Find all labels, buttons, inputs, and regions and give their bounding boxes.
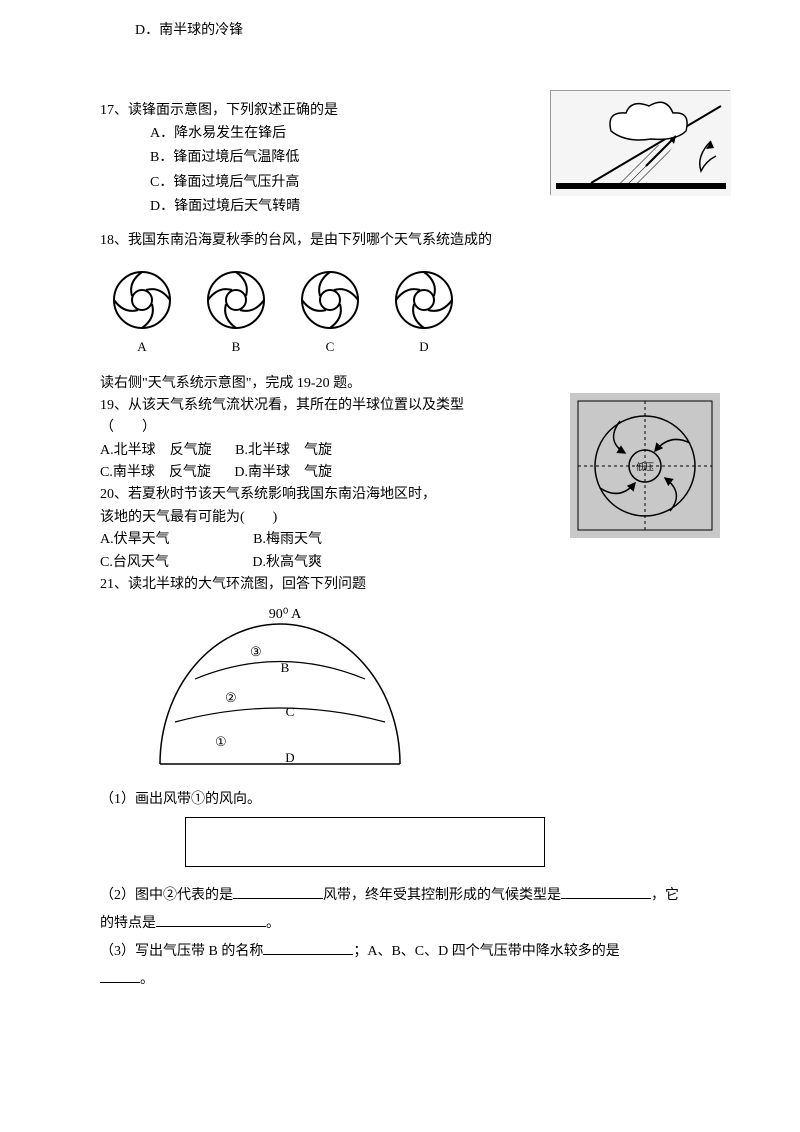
cyclone-c: C (298, 268, 362, 358)
q21-circulation-diagram: 90⁰ A B ③ C ② ① D (140, 604, 700, 774)
blank-pressure-belt-b[interactable] (263, 939, 353, 955)
q19-option-a: A.北半球 反气旋 (100, 440, 212, 462)
q20-options-row2: C.台风天气 D.秋高气爽 (100, 552, 480, 574)
cyclone-d: D (392, 268, 456, 358)
q20-option-b: B.梅雨天气 (253, 529, 322, 551)
q18-stem: 18、我国东南沿海夏秋季的台风，是由下列哪个天气系统造成的 (100, 230, 700, 252)
blank-wind-belt[interactable] (233, 883, 323, 899)
cyclone-b-label: B (204, 337, 268, 358)
svg-text:③: ③ (250, 644, 262, 659)
q19-options-row1: A.北半球 反气旋 B.北半球 气旋 (100, 440, 480, 462)
cyclone-a: A (110, 268, 174, 358)
q19-option-c: C.南半球 反气旋 (100, 462, 211, 484)
q17-front-diagram (550, 90, 730, 195)
q17-block: 17、读锋面示意图，下列叙述正确的是 A．降水易发生在锋后 B．锋面过境后气温降… (100, 100, 700, 218)
q19-stem: 19、从该天气系统气流状况看，其所在的半球位置以及类型（ ） (100, 395, 480, 440)
q21-stem: 21、读北半球的大气环流图，回答下列问题 (100, 574, 700, 596)
q19-options-row2: C.南半球 反气旋 D.南半球 气旋 (100, 462, 480, 484)
q20-stem-line2: 该地的天气最有可能为( ) (100, 507, 480, 529)
cyclone-d-label: D (392, 337, 456, 358)
svg-text:②: ② (225, 690, 237, 705)
svg-text:低压: 低压 (636, 461, 654, 472)
q18-diagrams: A B C D (110, 268, 700, 358)
q21-sub3: （3）写出气压带 B 的名称；A、B、C、D 四个气压带中降水较多的是 。 (100, 938, 700, 994)
answer-box[interactable] (185, 817, 545, 867)
blank-characteristic[interactable] (156, 911, 266, 927)
svg-text:①: ① (215, 734, 227, 749)
svg-text:C: C (286, 704, 295, 719)
q21-sub2: （2）图中②代表的是风带，终年受其控制形成的气候类型是，它 的特点是。 (100, 882, 700, 938)
q17-option-d: D．锋面过境后天气转晴 (150, 196, 700, 218)
cyclone-c-label: C (298, 337, 362, 358)
svg-text:D: D (285, 750, 294, 765)
svg-text:90⁰ A: 90⁰ A (269, 607, 302, 622)
q19-20-intro: 读右侧"天气系统示意图"，完成 19-20 题。 (100, 373, 480, 395)
cyclone-a-label: A (110, 337, 174, 358)
q20-option-c: C.台风天气 (100, 552, 169, 574)
q20-stem-line1: 20、若夏秋时节该天气系统影响我国东南沿海地区时， (100, 484, 480, 506)
svg-text:B: B (281, 660, 290, 675)
q16-option-d: D．南半球的冷锋 (135, 20, 700, 42)
blank-climate-type[interactable] (561, 883, 651, 899)
q20-options-row1: A.伏旱天气 B.梅雨天气 (100, 529, 480, 551)
q20-option-a: A.伏旱天气 (100, 529, 170, 551)
blank-rainy-belt[interactable] (100, 967, 140, 983)
q19-option-d: D.南半球 气旋 (234, 462, 332, 484)
q19-option-b: B.北半球 气旋 (235, 440, 332, 462)
q19-weather-system-diagram: 低压 (570, 393, 720, 538)
q21-sub1: （1）画出风带①的风向。 (100, 789, 700, 811)
q19-20-block: 低压 读右侧"天气系统示意图"，完成 19-20 题。 19、从该天气系统气流状… (100, 373, 700, 575)
q20-option-d: D.秋高气爽 (252, 552, 322, 574)
cyclone-b: B (204, 268, 268, 358)
